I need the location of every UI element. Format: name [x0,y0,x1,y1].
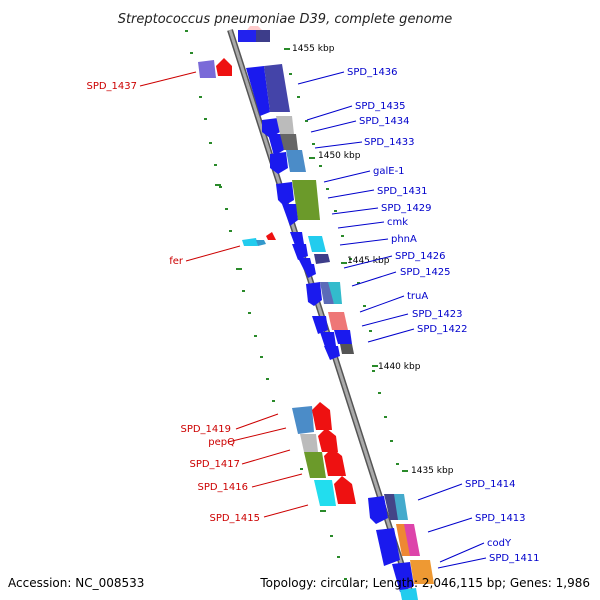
gene-label-fer[interactable]: fer [169,256,184,267]
gene-label-spd-1429[interactable]: SPD_1429 [381,203,432,214]
gene-label-trua[interactable]: truA [407,291,428,302]
tick-label-1450: 1450 kbp [318,151,361,161]
reverse-gene-labels: SPD_1437 fer SPD_1419 pepQ SPD_1417 SPD_… [86,81,260,524]
gene-label-spd-1431[interactable]: SPD_1431 [377,186,428,197]
gene-label-spd-1417[interactable]: SPD_1417 [189,459,240,470]
tick-label-1440: 1440 kbp [378,362,421,372]
gene-label-spd-1413[interactable]: SPD_1413 [475,513,526,524]
inner-dot-ring [185,30,347,580]
forward-gene-blocks [246,64,434,600]
gene-label-spd-1437[interactable]: SPD_1437 [86,81,137,92]
tick-label-1455: 1455 kbp [292,44,335,54]
gene-label-phna[interactable]: phnA [391,234,417,245]
gene-label-gale-1[interactable]: galE-1 [373,166,405,177]
forward-leader-lines [297,71,487,569]
tick-label-1435: 1435 kbp [411,466,454,476]
outer-dot-ring [284,48,408,472]
accession-text: Accession: NC_008533 [8,576,144,590]
tick-label-1445: 1445 kbp [347,256,390,266]
gene-label-spd-1411[interactable]: SPD_1411 [489,553,540,564]
gene-label-spd-1433[interactable]: SPD_1433 [364,137,415,148]
gene-label-spd-1414[interactable]: SPD_1414 [465,479,516,490]
topology-text: Topology: circular; Length: 2,046,115 bp… [259,576,590,590]
reverse-gene-blocks [198,58,356,506]
gene-label-spd-1415[interactable]: SPD_1415 [209,513,260,524]
gene-label-pepq[interactable]: pepQ [208,437,235,448]
gene-label-spd-1435[interactable]: SPD_1435 [355,101,406,112]
gene-label-spd-1416[interactable]: SPD_1416 [197,482,248,493]
gene-label-spd-1436[interactable]: SPD_1436 [347,67,398,78]
map-title: Streptococcus pneumoniae D39, complete g… [118,12,453,27]
reverse-leader-lines [139,71,309,518]
gene-label-cody[interactable]: codY [487,538,512,549]
gene-label-spd-1419[interactable]: SPD_1419 [180,424,231,435]
gene-label-cmk[interactable]: cmk [387,217,408,228]
gene-label-spd-1426[interactable]: SPD_1426 [395,251,446,262]
forward-gene-labels: SPD_1436 SPD_1435 SPD_1434 SPD_1433 galE… [347,67,540,564]
gene-label-spd-1425[interactable]: SPD_1425 [400,267,451,278]
gene-label-spd-1434[interactable]: SPD_1434 [359,116,410,127]
gene-label-spd-1422[interactable]: SPD_1422 [417,324,468,335]
gene-label-spd-1423[interactable]: SPD_1423 [412,309,463,320]
